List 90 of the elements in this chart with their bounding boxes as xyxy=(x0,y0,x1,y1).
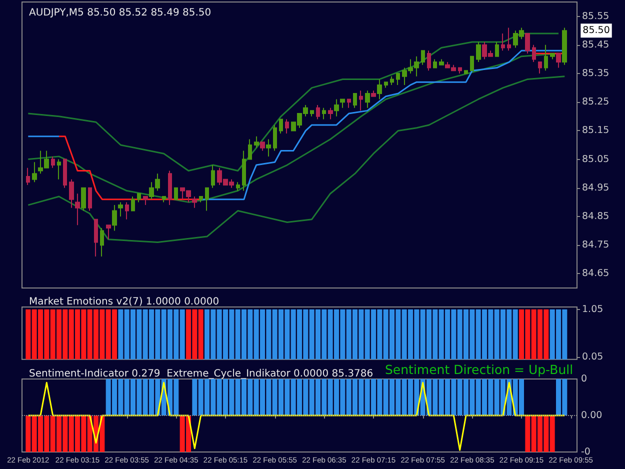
text: 0 xyxy=(581,374,588,384)
candlestick xyxy=(285,118,289,134)
candlestick xyxy=(501,32,505,52)
candlestick xyxy=(538,62,542,74)
candlestick xyxy=(544,44,548,72)
candlestick xyxy=(211,164,215,188)
candlestick xyxy=(279,118,283,134)
candlestick xyxy=(316,104,320,120)
candlestick xyxy=(396,73,400,86)
candlestick xyxy=(532,44,536,63)
candlestick xyxy=(51,156,55,168)
candlestick xyxy=(507,27,511,52)
candlestick xyxy=(118,202,123,217)
candlestick xyxy=(310,110,314,117)
chart-title: Market Emotions v2(7) 1.0000 0.0000 xyxy=(29,296,220,308)
candlestick xyxy=(32,162,37,183)
line-series xyxy=(27,32,560,172)
y-tick-label: 84.75 xyxy=(582,240,610,251)
text: 0.00 xyxy=(581,410,602,421)
y-tick-label: 85.25 xyxy=(582,96,610,108)
candlestick xyxy=(143,196,148,206)
candlestick xyxy=(365,90,370,108)
candlestick xyxy=(137,193,141,203)
candlestick xyxy=(26,167,30,186)
y-tick-label: 0.05 xyxy=(582,352,604,362)
line-series xyxy=(27,76,566,243)
y-tick-label: 84.95 xyxy=(582,182,610,194)
candlestick xyxy=(384,82,388,88)
candlestick xyxy=(242,150,246,192)
candlestick xyxy=(205,187,209,212)
candlestick xyxy=(131,196,135,212)
candlestick xyxy=(427,50,431,72)
candlestick xyxy=(125,202,129,220)
candlestick xyxy=(464,70,468,74)
candlestick xyxy=(495,42,499,57)
text: AUDJPY,M5 85.50 85.52 85.49 85.50 xyxy=(29,8,212,18)
y-tick-label: 85.55 xyxy=(582,10,610,22)
y-tick-label: 1.05 xyxy=(582,304,604,315)
candlestick xyxy=(334,98,339,117)
candlestick xyxy=(347,98,351,108)
candlestick xyxy=(353,93,357,108)
candlestick xyxy=(106,224,111,240)
candlestick xyxy=(476,42,481,63)
y-tick-label: 85.05 xyxy=(582,154,610,165)
candlestick xyxy=(168,170,172,206)
text: -0 xyxy=(581,446,590,458)
candlestick xyxy=(562,27,567,66)
candlestick xyxy=(112,204,117,232)
candlestick xyxy=(236,182,240,192)
candlestick xyxy=(273,124,277,152)
candlestick xyxy=(192,196,197,208)
candlestick xyxy=(248,138,252,160)
candlestick xyxy=(254,136,259,148)
candlestick xyxy=(94,218,98,258)
candlestick xyxy=(322,107,326,120)
candlestick xyxy=(377,78,382,100)
candlestick xyxy=(75,193,80,226)
candlestick xyxy=(328,107,333,120)
candlestick xyxy=(556,52,561,68)
candlestick xyxy=(390,76,394,86)
candlestick xyxy=(458,67,462,74)
line-series xyxy=(58,136,202,200)
y-tick-label: 84.65 xyxy=(582,268,610,280)
candlestick xyxy=(81,187,86,212)
y-tick-label: 85.35 xyxy=(582,68,610,79)
candlestick xyxy=(525,32,530,54)
y-tick-label: 84.85 xyxy=(582,211,610,222)
candlestick xyxy=(550,52,555,60)
candlestick xyxy=(199,196,203,203)
candlestick xyxy=(162,196,166,203)
candlestick xyxy=(421,50,425,66)
candlestick xyxy=(470,56,474,72)
annotation: 85.50 xyxy=(582,25,610,36)
candlestick xyxy=(174,187,178,200)
candlestick xyxy=(439,58,444,66)
y-tick-label: 85.45 xyxy=(582,39,610,50)
chart-title: Sentiment-Indicator 0.279 Extreme_Cycle_Indikator 0.0000 85.3786 xyxy=(29,368,374,380)
candlestick xyxy=(433,58,437,68)
candlestick xyxy=(260,142,265,152)
candlestick xyxy=(359,90,363,112)
candlestick xyxy=(266,138,271,157)
y-tick-label: 85.15 xyxy=(582,125,610,136)
candlestick xyxy=(371,90,376,97)
candlestick xyxy=(63,158,67,188)
candlestick xyxy=(100,227,104,258)
candlestick xyxy=(57,158,61,180)
candlestick xyxy=(340,98,345,108)
text: Sentiment Direction = Up-Bull xyxy=(385,362,574,377)
candlestick xyxy=(69,178,74,208)
candlestick xyxy=(88,187,92,212)
